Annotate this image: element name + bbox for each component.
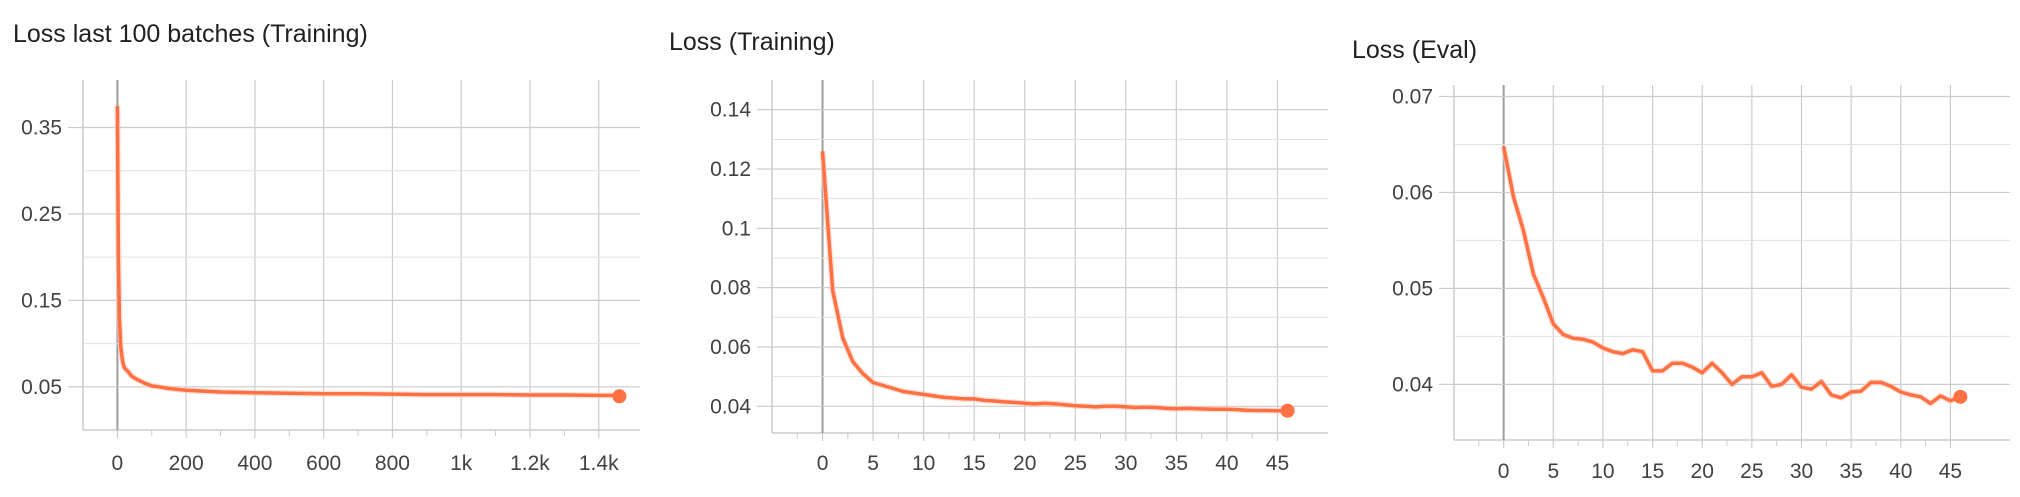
series-end-marker: [612, 389, 627, 404]
x-tick-label: 800: [375, 452, 410, 475]
x-tick-label: 5: [1547, 460, 1559, 483]
x-tick-label: 35: [1839, 460, 1862, 483]
x-tick-label: 10: [912, 452, 935, 475]
x-tick-label: 0: [817, 452, 829, 475]
chart-title: Loss (Training): [669, 28, 835, 56]
y-tick-label: 0.05: [1392, 277, 1433, 300]
series-end-marker: [1953, 389, 1968, 404]
y-tick-label: 0.25: [21, 203, 62, 226]
chart-title: Loss (Eval): [1352, 36, 1478, 64]
x-tick-label: 30: [1790, 460, 1813, 483]
chart-title: Loss last 100 batches (Training): [13, 20, 368, 48]
x-tick-label: 200: [169, 452, 204, 475]
chart-plot: 0 5 10 15 20 25 30 35 40 45 0.04 0.05 0.06 0.07: [1392, 85, 2010, 483]
y-tick-label: 0.1: [722, 217, 751, 240]
y-tick-label: 0.12: [710, 158, 751, 181]
x-tick-label: 35: [1165, 452, 1188, 475]
x-tick-label: 20: [1691, 460, 1714, 483]
y-tick-label: 0.06: [1392, 181, 1433, 204]
x-tick-label: 1.2k: [510, 452, 550, 475]
x-tick-label: 45: [1266, 452, 1289, 475]
series-raw-line: [1500, 145, 1962, 407]
x-tick-label: 1.4k: [579, 452, 619, 475]
y-tick-label: 0.15: [21, 289, 62, 312]
chart-panel-1: Loss last 100 batches (Training) 0 200 400…: [0, 0, 650, 497]
series-end-marker: [1280, 403, 1295, 418]
x-tick-label: 45: [1939, 460, 1962, 483]
x-tick-label: 0: [112, 452, 124, 475]
y-tick-label: 0.05: [21, 376, 62, 399]
x-tick-label: 600: [306, 452, 341, 475]
series-raw-line: [819, 150, 1288, 414]
y-tick-label: 0.06: [710, 336, 751, 359]
series-raw-line: [114, 105, 621, 400]
chart-plot: 0 5 10 15 20 25 30 35 40 45 0.04 0.06 0.08 0.1 0.12 0.1…: [710, 80, 1328, 475]
x-tick-label: 40: [1889, 460, 1912, 483]
x-tick-label: 40: [1215, 452, 1238, 475]
y-tick-label: 0.35: [21, 117, 62, 140]
y-tick-label: 0.07: [1392, 86, 1433, 109]
chart-panel-2: Loss (Training) 0 5 10 15 20 25 30 35 40 45 0.04 0.…: [660, 0, 1340, 497]
x-tick-label: 1k: [450, 452, 473, 475]
series-line: [115, 105, 620, 398]
x-tick-label: 0: [1498, 460, 1510, 483]
y-tick-label: 0.14: [710, 99, 751, 122]
y-tick-label: 0.04: [710, 395, 751, 418]
x-tick-label: 15: [963, 452, 986, 475]
y-tick-label: 0.04: [1392, 373, 1433, 396]
x-tick-label: 25: [1064, 452, 1087, 475]
x-tick-label: 30: [1114, 452, 1137, 475]
chart-panel-3: Loss (Eval) 0 5 10 15 20 25 30 35 40 45 0.04 0.05 0.…: [1340, 0, 2020, 497]
x-tick-label: 10: [1591, 460, 1614, 483]
x-tick-label: 5: [867, 452, 879, 475]
x-tick-label: 20: [1013, 452, 1036, 475]
chart-plot: 0 200 400 600 800 1k 1.2k 1.4k 0.05 0.15 0.25 0.35: [21, 80, 640, 475]
y-tick-label: 0.08: [710, 277, 751, 300]
x-tick-label: 400: [237, 452, 272, 475]
x-tick-label: 25: [1740, 460, 1763, 483]
series-line: [820, 151, 1288, 413]
series-line: [1501, 146, 1962, 406]
x-tick-label: 15: [1641, 460, 1664, 483]
